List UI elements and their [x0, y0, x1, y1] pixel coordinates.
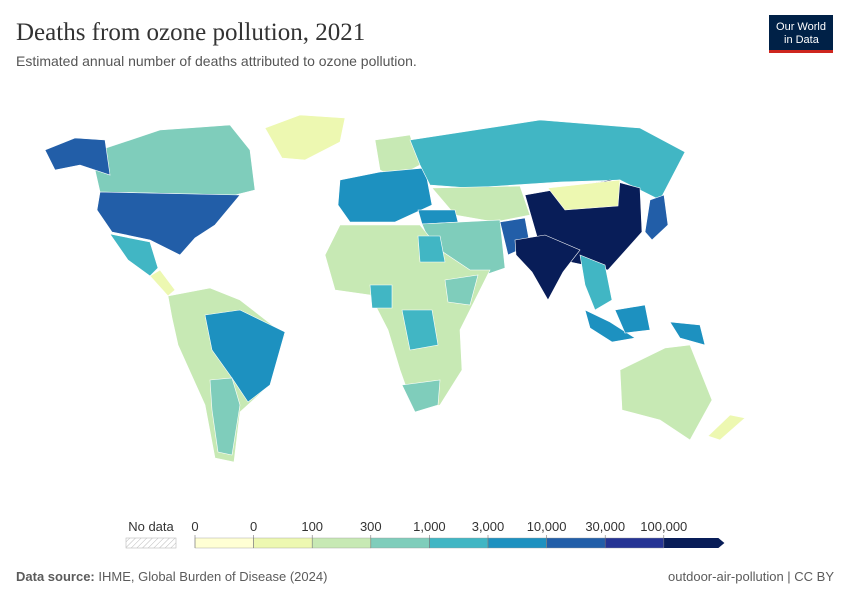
legend-bin	[605, 537, 665, 549]
country[interactable]	[514, 234, 581, 301]
country[interactable]	[669, 321, 706, 346]
legend-bin	[194, 537, 254, 549]
legend-bin	[370, 537, 430, 549]
country[interactable]	[337, 167, 433, 223]
legend: No data 0 0 100 300 1,000 3,000 10,000 30,000 10…	[125, 519, 725, 549]
legend-tick-label: 10,000	[527, 519, 567, 534]
legend-tick-label: 100	[301, 519, 323, 534]
subtitle: Estimated annual number of deaths attrib…	[16, 53, 417, 69]
legend-bin	[663, 538, 725, 548]
country[interactable]	[444, 274, 479, 306]
country[interactable]	[644, 194, 669, 241]
legend-bin	[312, 537, 372, 549]
logo-bar	[769, 50, 833, 53]
title: Deaths from ozone pollution, 2021	[16, 19, 365, 46]
country[interactable]	[264, 114, 346, 161]
logo[interactable]: Our World in Data	[769, 15, 833, 53]
legend-no-data-swatch	[125, 537, 177, 549]
legend-tick-label: 100,000	[640, 519, 687, 534]
country[interactable]	[44, 137, 111, 176]
country[interactable]	[614, 304, 651, 334]
country[interactable]	[547, 179, 621, 211]
legend-tick-label: 1,000	[413, 519, 446, 534]
country[interactable]	[707, 414, 746, 441]
country[interactable]	[94, 124, 256, 196]
logo-text: Our World	[776, 21, 826, 33]
logo-box	[769, 15, 833, 50]
source-text: IHME, Global Burden of Disease (2024)	[98, 569, 327, 584]
legend-tick-label: 0	[191, 519, 198, 534]
country[interactable]	[401, 309, 439, 351]
country[interactable]	[584, 309, 636, 343]
country[interactable]	[209, 377, 241, 456]
country[interactable]	[417, 209, 459, 225]
country[interactable]	[369, 284, 393, 309]
country[interactable]	[579, 254, 613, 311]
footer-slug: outdoor-air-pollution | CC BY	[668, 569, 834, 584]
country[interactable]	[96, 191, 241, 256]
country[interactable]	[401, 379, 441, 413]
legend-tick-label: 30,000	[585, 519, 625, 534]
source: Data source: IHME, Global Burden of Dise…	[16, 569, 327, 584]
country[interactable]	[619, 344, 713, 441]
legend-no-data-label: No data	[128, 519, 174, 534]
logo-text: in Data	[784, 34, 820, 46]
legend-bin	[429, 537, 489, 549]
legend-tick-label: 3,000	[472, 519, 505, 534]
legend-tick-label: 300	[360, 519, 382, 534]
source-label: Data source:	[16, 569, 95, 584]
country[interactable]	[204, 309, 286, 403]
country[interactable]	[149, 269, 176, 297]
world-map	[44, 114, 746, 463]
legend-tick-label: 0	[250, 519, 257, 534]
country[interactable]	[109, 233, 159, 277]
country[interactable]	[417, 235, 446, 263]
legend-bin	[487, 537, 547, 549]
legend-bin	[546, 537, 606, 549]
legend-bin	[253, 537, 313, 549]
